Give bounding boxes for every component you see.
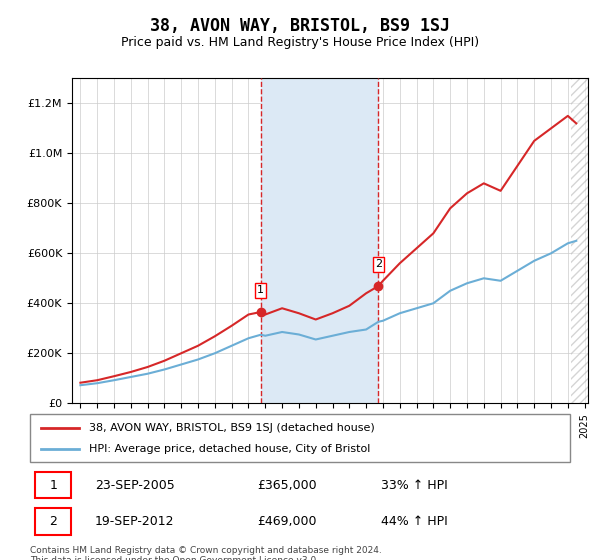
Text: 38, AVON WAY, BRISTOL, BS9 1SJ: 38, AVON WAY, BRISTOL, BS9 1SJ (150, 17, 450, 35)
Bar (261, 78, 379, 403)
Text: HPI: Average price, detached house, City of Bristol: HPI: Average price, detached house, City… (89, 444, 371, 454)
Text: 33% ↑ HPI: 33% ↑ HPI (381, 479, 448, 492)
Text: £365,000: £365,000 (257, 479, 316, 492)
FancyBboxPatch shape (35, 508, 71, 535)
Text: £469,000: £469,000 (257, 515, 316, 528)
Text: 44% ↑ HPI: 44% ↑ HPI (381, 515, 448, 528)
FancyBboxPatch shape (30, 414, 570, 462)
Text: Price paid vs. HM Land Registry's House Price Index (HPI): Price paid vs. HM Land Registry's House … (121, 36, 479, 49)
Text: 2: 2 (49, 515, 57, 528)
Text: 23-SEP-2005: 23-SEP-2005 (95, 479, 175, 492)
Text: 2: 2 (375, 259, 382, 269)
Text: Contains HM Land Registry data © Crown copyright and database right 2024.
This d: Contains HM Land Registry data © Crown c… (30, 546, 382, 560)
Text: 38, AVON WAY, BRISTOL, BS9 1SJ (detached house): 38, AVON WAY, BRISTOL, BS9 1SJ (detached… (89, 423, 375, 433)
Text: 1: 1 (49, 479, 57, 492)
Text: 19-SEP-2012: 19-SEP-2012 (95, 515, 175, 528)
FancyBboxPatch shape (35, 472, 71, 498)
Text: 1: 1 (257, 286, 264, 295)
